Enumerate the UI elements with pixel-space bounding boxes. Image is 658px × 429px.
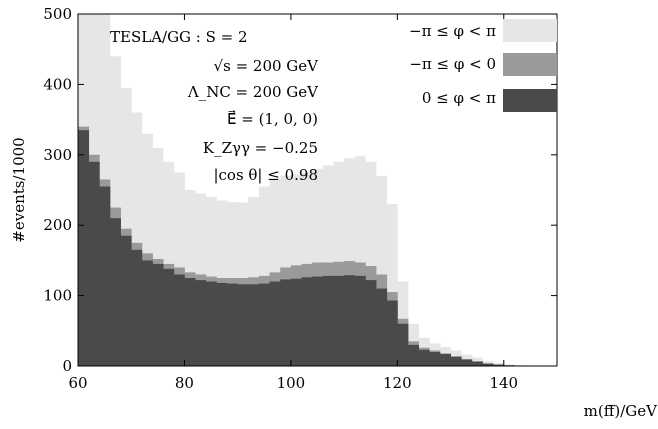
bar-positive-phi	[78, 130, 90, 366]
bar-positive-phi	[397, 323, 409, 366]
annotation-lambda-nc: Λ_NC = 200 GeV	[187, 83, 319, 101]
annotation-k-zgg: K_Zγγ = −0.25	[203, 139, 318, 157]
legend-swatch-positive-phi	[503, 89, 557, 112]
legend-label-negative-phi: −π ≤ φ < 0	[409, 55, 496, 73]
bar-positive-phi	[386, 300, 398, 366]
bar-positive-phi	[216, 282, 228, 366]
bar-all-phi	[386, 204, 398, 366]
x-tick-label: 120	[383, 374, 412, 392]
bar-positive-phi	[471, 361, 483, 366]
bar-positive-phi	[99, 186, 111, 366]
bar-positive-phi	[227, 283, 239, 366]
plot-area	[78, 14, 526, 366]
y-tick-label: 400	[43, 75, 72, 93]
bar-all-phi	[152, 147, 164, 366]
bar-all-phi	[354, 156, 366, 366]
y-tick-label: 200	[43, 216, 72, 234]
bar-positive-phi	[461, 359, 473, 366]
x-tick-label: 140	[489, 374, 518, 392]
x-axis-title: m(ff̄)/GeV	[584, 402, 658, 420]
bar-positive-phi	[258, 283, 270, 366]
x-tick-label: 80	[175, 374, 194, 392]
bar-positive-phi	[439, 354, 451, 366]
y-tick-label: 300	[43, 146, 72, 164]
legend-swatch-negative-phi	[503, 53, 557, 76]
bar-positive-phi	[301, 277, 313, 366]
y-tick-label: 100	[43, 287, 72, 305]
bar-positive-phi	[493, 364, 505, 366]
bar-positive-phi	[120, 235, 132, 366]
bar-positive-phi	[407, 344, 420, 366]
bar-all-phi	[120, 87, 132, 366]
bar-all-phi	[376, 175, 388, 366]
bar-positive-phi	[312, 276, 324, 366]
bar-all-phi	[131, 112, 143, 366]
bar-positive-phi	[354, 275, 366, 366]
y-tick-label: 0	[62, 357, 72, 375]
x-tick-label: 60	[68, 374, 87, 392]
annotation-cos-theta: |cos θ| ≤ 0.98	[213, 166, 318, 184]
x-tick-label: 100	[277, 374, 306, 392]
annotation-block: TESLA/GG : S = 2 √s = 200 GeV Λ_NC = 200…	[110, 28, 319, 184]
bar-positive-phi	[131, 249, 143, 366]
plot-frame	[77, 13, 558, 367]
annotation-e-vector: E⃗ = (1, 0, 0)	[227, 109, 318, 128]
bar-positive-phi	[280, 279, 292, 366]
bar-all-phi	[163, 161, 175, 366]
bar-positive-phi	[365, 280, 377, 366]
bar-positive-phi	[163, 268, 175, 366]
legend: −π ≤ φ < π −π ≤ φ < 0 0 ≤ φ < π	[409, 19, 557, 112]
legend-label-all-phi: −π ≤ φ < π	[409, 22, 496, 40]
bar-positive-phi	[429, 351, 441, 366]
annotation-sqrt-s: √s = 200 GeV	[214, 57, 320, 75]
bar-positive-phi	[173, 274, 185, 366]
bar-positive-phi	[152, 263, 164, 366]
bar-positive-phi	[88, 161, 100, 366]
bar-positive-phi	[205, 281, 217, 366]
bar-all-phi	[503, 364, 515, 366]
bar-positive-phi	[195, 280, 207, 366]
bar-positive-phi	[333, 275, 345, 366]
bar-positive-phi	[450, 356, 462, 366]
legend-swatch-all-phi	[503, 19, 557, 42]
bar-all-phi	[141, 133, 153, 366]
bar-positive-phi	[418, 349, 430, 366]
bar-positive-phi	[482, 363, 494, 366]
bar-positive-phi	[322, 275, 334, 366]
legend-label-positive-phi: 0 ≤ φ < π	[422, 89, 496, 107]
bar-positive-phi	[376, 288, 388, 366]
axes: 60 80 100 120 140 0 100 200 300 400 500	[43, 5, 557, 392]
bar-positive-phi	[141, 260, 153, 366]
bar-positive-phi	[290, 278, 302, 366]
bar-positive-phi	[109, 218, 121, 366]
y-tick-label: 500	[43, 5, 72, 23]
bar-positive-phi	[269, 281, 281, 366]
y-axis-title: #events/1000	[10, 137, 28, 242]
bar-positive-phi	[184, 278, 196, 366]
bar-positive-phi	[248, 284, 260, 366]
bar-all-phi	[365, 161, 377, 366]
bar-positive-phi	[237, 284, 249, 366]
bar-positive-phi	[344, 275, 356, 366]
annotation-tesla-gg: TESLA/GG : S = 2	[110, 28, 248, 46]
